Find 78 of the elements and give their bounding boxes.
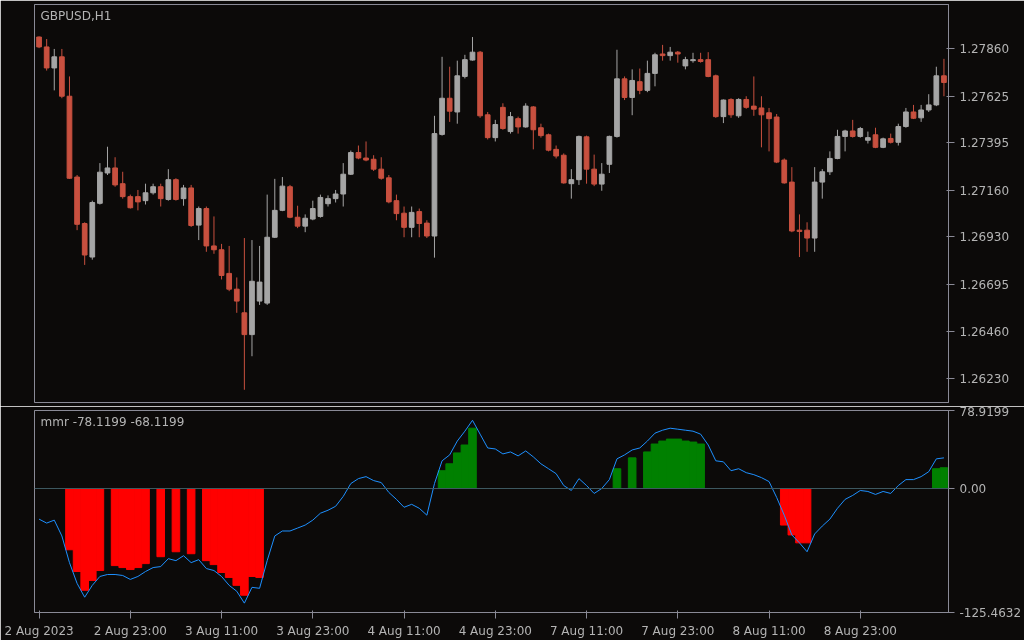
- x-tick-label: 2 Aug 2023: [4, 623, 74, 638]
- candlestick: [416, 208, 423, 238]
- candlestick: [195, 206, 202, 241]
- bar: [186, 488, 196, 555]
- candlestick: [408, 206, 415, 238]
- candlestick: [142, 183, 149, 206]
- candlestick: [903, 107, 909, 129]
- x-tick-label: 3 Aug 11:00: [184, 623, 259, 638]
- y-tick-label: 1.26460: [959, 325, 1010, 340]
- y-tick-label: 1.26695: [959, 277, 1010, 292]
- candlestick: [766, 107, 772, 152]
- candlestick: [484, 111, 491, 140]
- candlestick: [918, 104, 924, 123]
- y-tick-label: 1.27860: [959, 42, 1010, 57]
- y-tick-label: 0.00: [959, 482, 987, 496]
- candlestick: [644, 60, 651, 93]
- candlestick: [827, 150, 833, 176]
- candlestick: [165, 168, 172, 202]
- candlestick: [530, 105, 537, 150]
- candlestick: [598, 162, 605, 192]
- y-tick-label: 1.26230: [959, 371, 1010, 386]
- candlestick: [636, 68, 643, 95]
- y-tick-label: 1.27160: [959, 183, 1010, 198]
- x-tick-label: 8 Aug 23:00: [823, 623, 897, 638]
- candlestick: [180, 184, 187, 207]
- chart-title: GBPUSD,H1: [40, 8, 112, 23]
- y-tick-label: 1.26930: [959, 230, 1010, 245]
- x-tick-label: 8 Aug 11:00: [732, 623, 806, 638]
- candlestick: [522, 102, 529, 129]
- candlestick: [241, 237, 248, 391]
- y-tick-label: 78.9199: [959, 404, 1010, 419]
- candlestick: [500, 102, 506, 131]
- candlestick: [652, 52, 658, 87]
- candlestick: [728, 97, 734, 119]
- candlestick: [865, 131, 871, 144]
- bar: [171, 488, 181, 553]
- candlestick: [211, 215, 217, 255]
- candlestick: [507, 111, 514, 135]
- candlestick: [347, 150, 354, 176]
- candlestick: [720, 98, 727, 124]
- bar: [156, 488, 166, 558]
- candlestick: [629, 68, 636, 116]
- candlestick: [591, 154, 598, 187]
- x-tick-label: 7 Aug 11:00: [549, 623, 624, 638]
- candlestick: [401, 206, 407, 238]
- candlestick: [690, 52, 696, 64]
- y-tick-label: 1.27625: [959, 89, 1010, 104]
- candlestick: [621, 75, 628, 101]
- candlestick: [173, 177, 179, 202]
- candlestick: [340, 162, 347, 208]
- candlestick: [834, 129, 841, 160]
- candlestick: [378, 156, 385, 181]
- candlestick: [446, 66, 453, 123]
- y-tick-label: -125.4632: [959, 606, 1022, 620]
- candlestick: [492, 119, 499, 142]
- candlestick: [157, 183, 164, 208]
- candlestick: [51, 48, 58, 91]
- candlestick: [568, 168, 575, 200]
- candlestick: [233, 276, 240, 314]
- candlestick: [325, 194, 331, 208]
- y-tick-label: 1.27395: [959, 136, 1010, 151]
- chart-title: mmr -78.1199 -68.1199: [40, 414, 185, 429]
- candlestick: [135, 189, 141, 211]
- candlestick: [804, 221, 810, 253]
- candlestick: [112, 156, 118, 188]
- x-tick-label: 7 Aug 23:00: [641, 623, 715, 638]
- candlestick: [735, 97, 742, 119]
- x-tick-label: 2 Aug 23:00: [93, 623, 167, 638]
- candlestick: [43, 38, 50, 72]
- bar: [627, 457, 637, 489]
- line-series: [38, 419, 945, 604]
- candlestick: [294, 205, 301, 229]
- candlestick: [895, 123, 902, 147]
- x-tick-label: 3 Aug 23:00: [276, 623, 350, 638]
- x-tick-label: 4 Aug 23:00: [458, 623, 532, 638]
- candlestick: [819, 168, 826, 200]
- candlestick: [941, 58, 947, 97]
- x-tick-label: 4 Aug 11:00: [367, 623, 441, 638]
